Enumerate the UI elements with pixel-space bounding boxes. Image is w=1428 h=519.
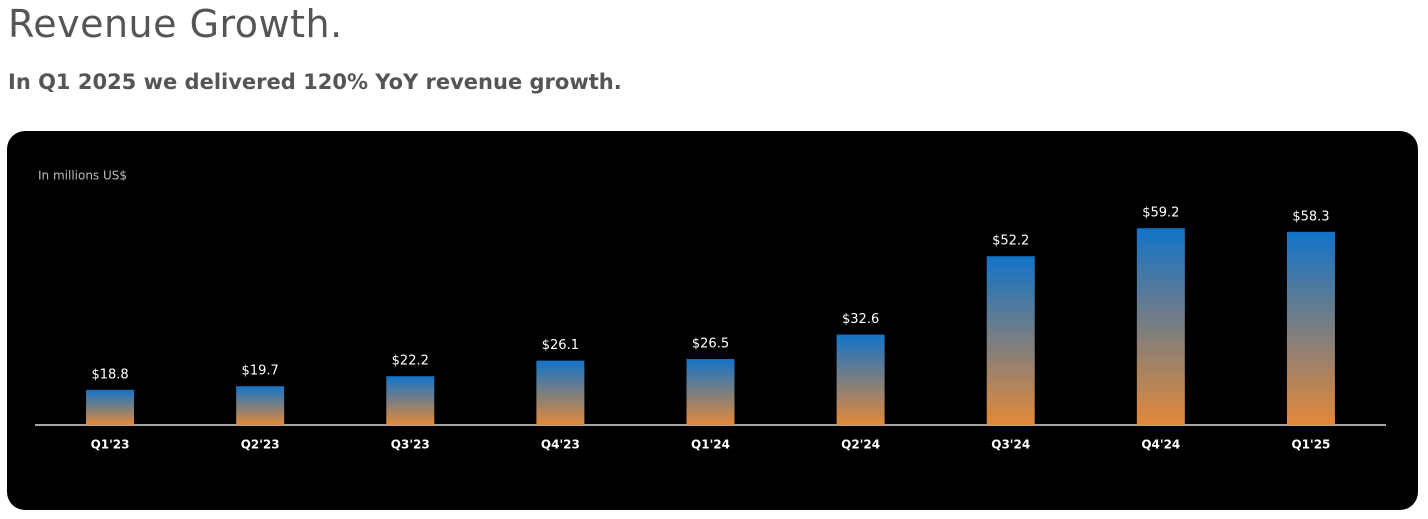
bar [386, 376, 435, 425]
value-label: $26.1 [542, 338, 579, 353]
value-label: $18.8 [91, 367, 128, 382]
x-tick-label: Q1'25 [1291, 438, 1330, 452]
value-label: $59.2 [1142, 206, 1179, 221]
value-label: $58.3 [1292, 209, 1329, 224]
value-label: $32.6 [842, 312, 879, 327]
value-label: $19.7 [242, 364, 279, 379]
page-title: Revenue Growth. [8, 2, 343, 46]
bar [236, 386, 285, 425]
value-label: $52.2 [992, 234, 1029, 249]
x-tick-label: Q4'24 [1141, 438, 1180, 452]
bar [1286, 231, 1335, 425]
page-subtitle: In Q1 2025 we delivered 120% YoY revenue… [8, 70, 622, 94]
x-tick-label: Q2'24 [841, 438, 880, 452]
chart-panel [7, 131, 1418, 510]
bar [986, 256, 1035, 425]
x-tick-label: Q1'23 [91, 438, 130, 452]
x-tick-label: Q3'23 [391, 438, 430, 452]
bar [86, 389, 135, 425]
value-label: $26.5 [692, 337, 729, 352]
x-tick-label: Q4'23 [541, 438, 580, 452]
bar [536, 360, 585, 425]
value-label: $22.2 [392, 354, 429, 369]
unit-note: In millions US$ [38, 169, 127, 183]
bar [1136, 228, 1185, 425]
bar [836, 334, 885, 425]
x-tick-label: Q2'23 [241, 438, 280, 452]
x-tick-label: Q1'24 [691, 438, 730, 452]
bar [686, 359, 735, 425]
x-tick-label: Q3'24 [991, 438, 1030, 452]
